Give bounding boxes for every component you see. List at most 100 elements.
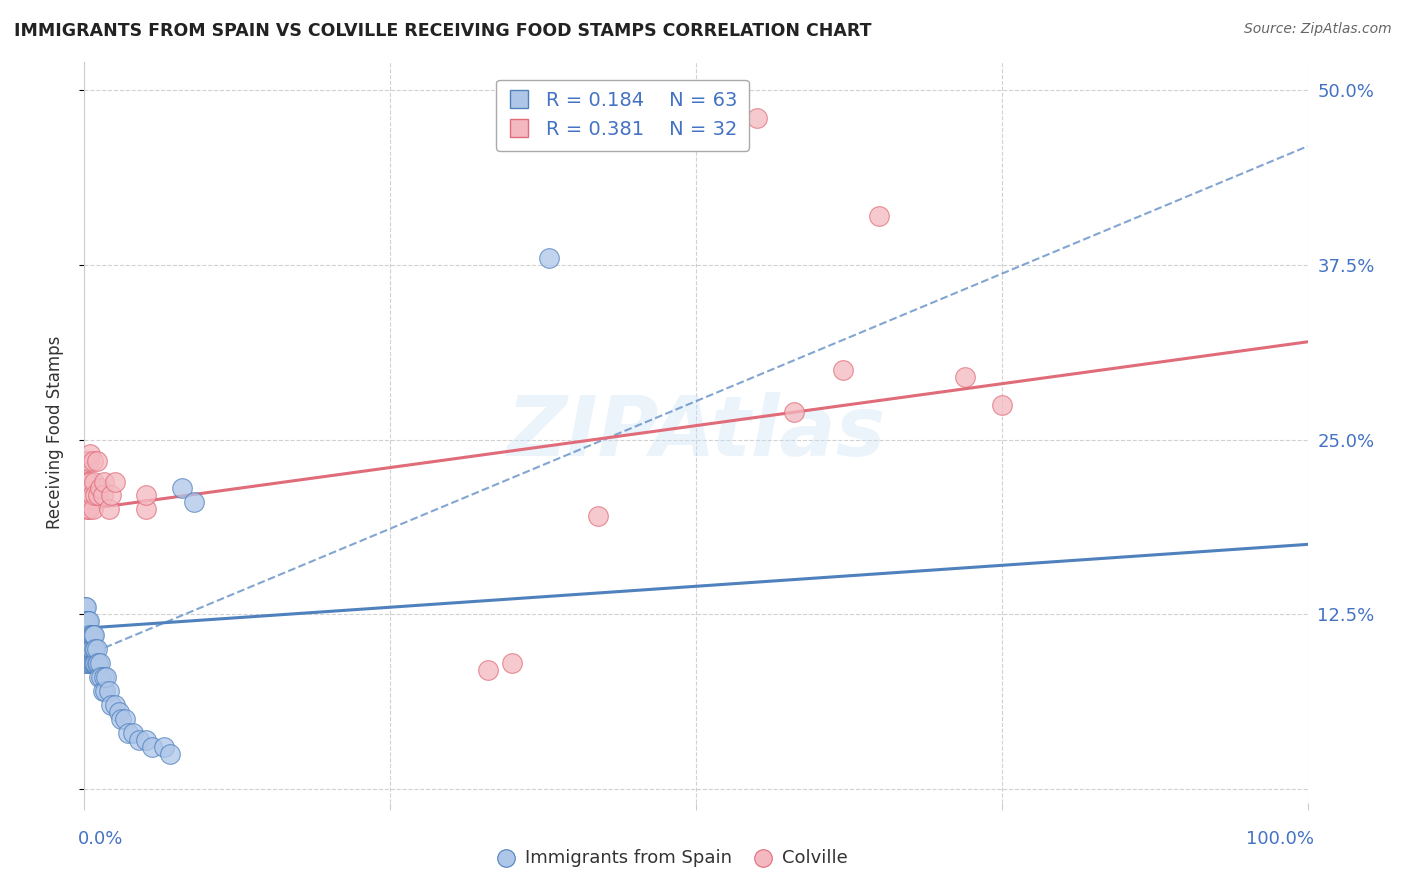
Point (76, 614, 98, 628)
Point (77, 453, 100, 467)
Point (752, 887, 775, 892)
Point (93, 475, 115, 489)
Point (79, 628, 101, 642)
Point (73, 642, 96, 657)
Point (75, 600, 97, 615)
Point (110, 712, 132, 726)
Point (831, 363, 853, 377)
Point (495, 887, 517, 892)
Text: ZIPAtlas: ZIPAtlas (506, 392, 886, 473)
Point (83, 628, 105, 642)
Point (83, 475, 105, 489)
Point (97, 502, 120, 516)
Point (87, 670, 110, 684)
Text: 100.0%: 100.0% (1246, 830, 1313, 847)
Text: Colville: Colville (782, 849, 848, 867)
Point (73, 614, 96, 628)
Point (135, 502, 157, 516)
Point (76, 656, 98, 670)
Point (79, 642, 101, 657)
Point (80, 488, 103, 502)
Point (77, 656, 100, 670)
Point (91, 684, 114, 698)
Point (96, 670, 118, 684)
Point (86, 453, 108, 467)
Point (86, 642, 108, 657)
Point (586, 509, 609, 524)
Point (172, 482, 194, 496)
Point (76, 502, 98, 516)
Point (538, 251, 561, 265)
Point (104, 475, 127, 489)
Point (159, 747, 181, 761)
Point (84, 488, 107, 502)
Point (77, 475, 100, 489)
Point (82, 453, 104, 467)
Point (77, 628, 100, 642)
Point (135, 733, 157, 747)
Point (97, 684, 120, 698)
Point (128, 733, 150, 747)
Point (114, 712, 136, 726)
Point (77, 628, 100, 642)
Point (869, 209, 891, 223)
Point (991, 398, 1014, 412)
Point (79, 656, 101, 670)
Point (77, 614, 100, 628)
Point (953, 369, 976, 384)
Point (141, 739, 163, 754)
Point (153, 739, 176, 754)
Point (117, 726, 139, 740)
Point (82, 656, 104, 670)
Text: IMMIGRANTS FROM SPAIN VS COLVILLE RECEIVING FOOD STAMPS CORRELATION CHART: IMMIGRANTS FROM SPAIN VS COLVILLE RECEIV… (14, 22, 872, 40)
Point (107, 705, 129, 719)
Point (83, 656, 105, 670)
Point (76, 628, 98, 642)
Point (86, 656, 108, 670)
Point (90, 670, 112, 684)
Point (79, 614, 101, 628)
Text: Source: ZipAtlas.com: Source: ZipAtlas.com (1244, 22, 1392, 37)
Point (75, 475, 97, 489)
Point (477, 663, 499, 677)
Point (77, 642, 100, 657)
Point (75, 600, 97, 615)
Point (75, 614, 97, 628)
Point (76, 628, 98, 642)
Y-axis label: Receiving Food Stamps: Receiving Food Stamps (45, 336, 63, 529)
Point (87, 488, 110, 502)
Point (783, 405, 806, 419)
Point (104, 698, 127, 712)
Point (135, 488, 157, 502)
Point (76, 642, 98, 657)
Point (93, 670, 115, 684)
Point (75, 628, 97, 642)
Point (80, 642, 103, 657)
Point (79, 475, 101, 489)
Point (84, 642, 107, 657)
Point (79, 446, 101, 460)
Point (91, 488, 114, 502)
Point (100, 488, 122, 502)
Point (76, 453, 98, 467)
Point (747, 112, 769, 126)
Legend: R = 0.184    N = 63, R = 0.381    N = 32: R = 0.184 N = 63, R = 0.381 N = 32 (496, 79, 749, 151)
Text: Immigrants from Spain: Immigrants from Spain (524, 849, 731, 867)
Point (183, 495, 205, 509)
Point (75, 656, 97, 670)
Point (84, 656, 107, 670)
Point (80, 656, 103, 670)
Point (77, 642, 100, 657)
Point (502, 656, 524, 670)
Point (87, 656, 110, 670)
Point (94, 684, 117, 698)
Point (75, 642, 97, 657)
Point (100, 698, 122, 712)
Point (82, 642, 104, 657)
Point (89, 656, 111, 670)
Point (89, 482, 111, 496)
Point (75, 628, 97, 642)
Point (83, 642, 105, 657)
Point (82, 502, 104, 516)
Text: 0.0%: 0.0% (79, 830, 124, 847)
